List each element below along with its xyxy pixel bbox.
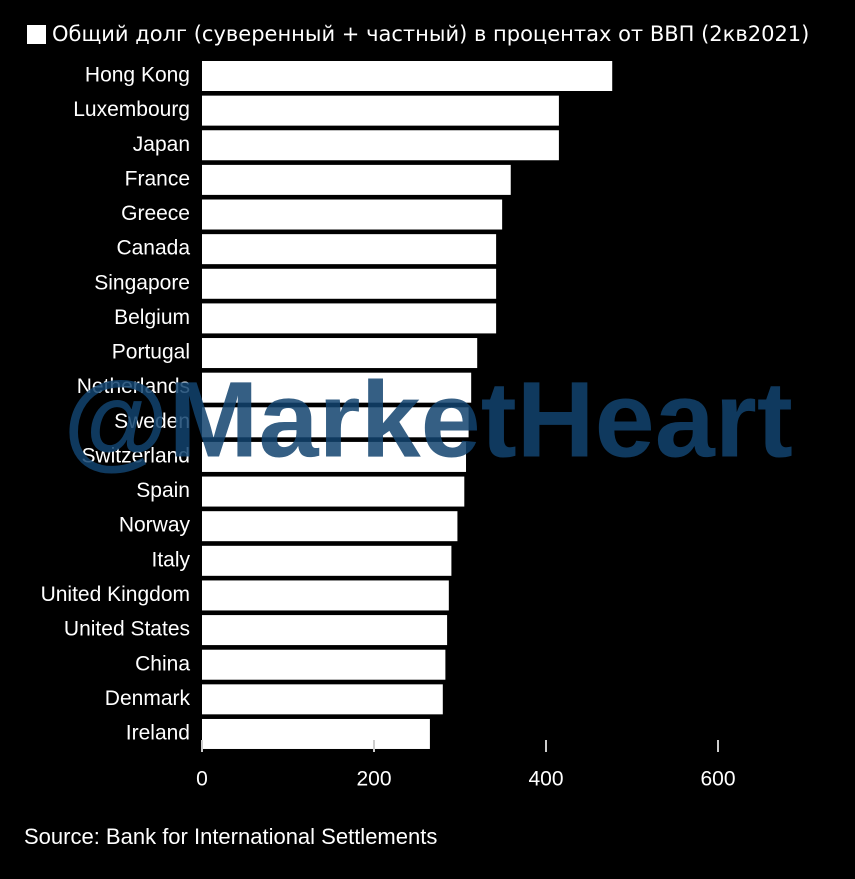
- bar: [202, 268, 497, 299]
- y-tick-label: Norway: [119, 514, 191, 537]
- bar: [202, 303, 497, 334]
- y-tick-label: Switzerland: [81, 444, 190, 467]
- y-tick-label: Luxembourg: [73, 98, 190, 121]
- y-tick-label: Ireland: [126, 722, 190, 745]
- bar: [202, 684, 443, 715]
- bar: [202, 95, 559, 126]
- y-tick-label: United States: [64, 618, 190, 641]
- bar: [202, 338, 478, 369]
- y-tick-label: Belgium: [114, 306, 190, 329]
- bar: [202, 234, 497, 265]
- y-tick-label: Sweden: [114, 410, 190, 433]
- y-tick-label: Hong Kong: [85, 64, 190, 87]
- y-tick-label: Singapore: [94, 271, 190, 294]
- y-tick-label: Japan: [133, 133, 190, 156]
- y-tick-label: United Kingdom: [41, 583, 190, 606]
- bar: [202, 580, 449, 611]
- x-tick-label: 600: [700, 768, 735, 791]
- watermark: @MarketHeart: [63, 359, 793, 480]
- bar: [202, 511, 458, 542]
- legend-label: Общий долг (суверенный + частный) в проц…: [52, 22, 809, 46]
- bar: [202, 718, 430, 749]
- y-tick-label: China: [135, 652, 190, 675]
- bar: [202, 61, 613, 91]
- bar: [202, 407, 469, 438]
- bar: [202, 545, 452, 576]
- bar: [202, 372, 472, 403]
- y-tick-label: Italy: [151, 548, 190, 571]
- x-tick-label: 400: [528, 768, 563, 791]
- x-tick-label: 200: [356, 768, 391, 791]
- source: Source: Bank for International Settlemen…: [24, 824, 437, 849]
- y-tick-label: Canada: [116, 237, 190, 260]
- y-tick-label: Denmark: [105, 687, 191, 710]
- bar: [202, 476, 465, 507]
- y-tick-label: Netherlands: [77, 375, 190, 398]
- x-tick-label: 0: [196, 768, 208, 791]
- bar: [202, 441, 467, 472]
- bar: [202, 164, 511, 195]
- bar: [202, 615, 448, 646]
- y-tick-label: Portugal: [112, 341, 190, 364]
- y-tick-label: Greece: [121, 202, 190, 225]
- bar: [202, 130, 559, 161]
- legend-swatch: [27, 25, 46, 44]
- y-tick-label: Spain: [136, 479, 190, 502]
- bar: [202, 649, 446, 680]
- bar: [202, 199, 503, 230]
- y-tick-label: France: [125, 167, 190, 190]
